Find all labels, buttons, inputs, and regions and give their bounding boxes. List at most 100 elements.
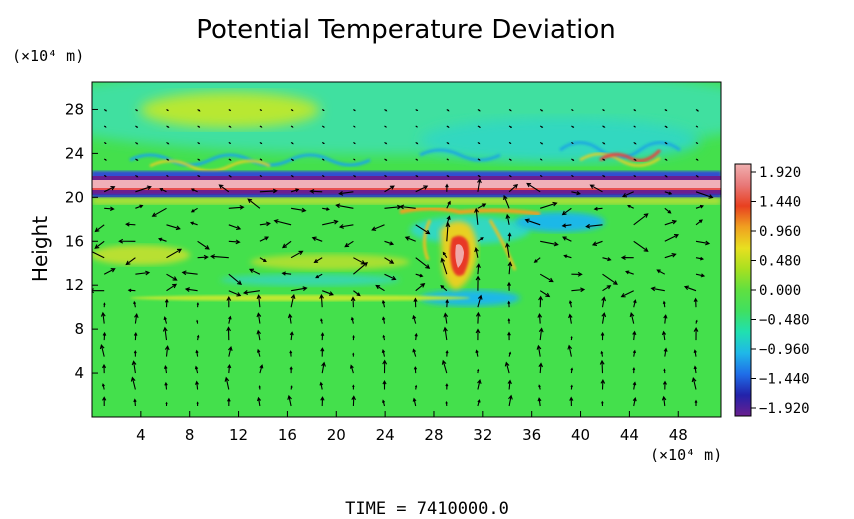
- wind-arrow: [633, 109, 637, 112]
- wind-arrow: [571, 287, 586, 293]
- wind-arrow: [104, 206, 115, 212]
- wind-arrow: [151, 207, 167, 217]
- wind-arrow: [570, 367, 574, 374]
- wind-arrow: [538, 384, 541, 390]
- wind-arrow: [477, 158, 481, 161]
- wind-arrow: [371, 224, 385, 231]
- wind-arrow: [259, 236, 270, 242]
- wind-arrow: [135, 125, 139, 128]
- wind-arrow: [415, 109, 419, 112]
- x-axis: 4 8 12 16 20 24 28 32 36 40 44 48: [136, 411, 688, 444]
- wind-arrow: [375, 284, 385, 292]
- wind-arrow: [663, 368, 666, 374]
- wind-arrow: [99, 343, 105, 357]
- wind-arrow: [135, 109, 139, 112]
- wind-arrow: [103, 125, 107, 128]
- wind-arrow: [351, 395, 356, 407]
- wind-arrow: [589, 184, 603, 193]
- wind-vectors: [92, 109, 714, 407]
- wind-arrow: [350, 316, 355, 324]
- wind-arrow: [661, 330, 667, 341]
- wind-arrow: [103, 268, 116, 275]
- wind-arrow: [290, 385, 293, 390]
- wind-arrow: [197, 141, 201, 145]
- wind-arrow: [536, 344, 542, 357]
- wind-arrow: [321, 361, 326, 374]
- wind-arrow: [508, 351, 512, 357]
- yellow-line-low: [130, 295, 470, 301]
- wind-arrow: [166, 224, 181, 231]
- wind-arrow: [571, 158, 575, 161]
- wind-arrow: [196, 319, 199, 324]
- wind-arrow: [384, 109, 388, 112]
- wind-arrow: [538, 327, 544, 341]
- wind-arrow: [593, 206, 603, 211]
- colorbar-label: 1.920: [759, 165, 801, 181]
- wind-arrow: [196, 401, 199, 406]
- wind-arrow: [474, 207, 479, 225]
- wind-arrow: [381, 299, 386, 308]
- x-tick-label: 40: [571, 426, 590, 444]
- band-pink-core: [92, 180, 721, 189]
- wind-arrow: [353, 109, 356, 112]
- wind-arrow: [539, 174, 543, 177]
- wind-arrow: [133, 398, 137, 407]
- wind-arrow: [567, 344, 573, 357]
- wind-arrow: [92, 288, 105, 294]
- x-tick-label: 44: [620, 426, 639, 444]
- wind-arrow: [414, 332, 418, 341]
- yellow-patch-left: [92, 245, 190, 265]
- y-tick-label: 12: [65, 276, 84, 294]
- wind-arrow: [620, 255, 634, 260]
- colorbar-label: −1.440: [759, 372, 810, 388]
- wind-arrow: [412, 314, 417, 324]
- x-tick-label: 4: [136, 426, 146, 444]
- wind-arrow: [384, 174, 388, 177]
- wind-arrow: [695, 125, 699, 128]
- wind-arrow: [441, 359, 448, 374]
- wind-arrow: [210, 254, 229, 259]
- wind-arrow: [415, 224, 431, 235]
- wind-arrow: [197, 240, 210, 250]
- wind-arrow: [290, 250, 304, 259]
- y-tick-label: 8: [74, 320, 84, 338]
- wind-arrow: [477, 378, 482, 390]
- wind-arrow: [508, 183, 519, 193]
- wind-arrow: [537, 312, 543, 324]
- wind-arrow: [290, 174, 294, 178]
- wind-arrow: [163, 365, 168, 374]
- wind-arrow: [344, 240, 354, 248]
- wind-arrow: [539, 273, 554, 283]
- wind-arrow: [477, 109, 481, 112]
- wind-arrow: [507, 281, 511, 291]
- wind-arrow: [197, 158, 201, 161]
- wind-arrow: [695, 219, 703, 226]
- wind-arrow: [227, 397, 231, 407]
- wind-arrow: [633, 213, 649, 226]
- wind-arrow: [664, 219, 678, 226]
- wind-arrow: [166, 109, 169, 112]
- wind-arrow: [256, 396, 262, 407]
- wind-arrow: [131, 360, 137, 374]
- wind-arrow: [694, 399, 698, 406]
- y-tick-label: 28: [65, 100, 84, 118]
- wind-arrow: [92, 249, 105, 259]
- wind-arrow: [508, 125, 512, 128]
- wind-arrow: [695, 158, 699, 161]
- wind-arrow: [415, 125, 418, 128]
- wind-arrow: [664, 252, 677, 259]
- wind-arrow: [526, 182, 541, 193]
- wind-arrow: [664, 125, 668, 128]
- wind-arrow: [571, 174, 574, 178]
- wind-arrow: [218, 184, 230, 193]
- wind-arrow: [602, 141, 606, 145]
- band-blue-bottom: [92, 194, 721, 198]
- wind-arrow: [125, 222, 136, 227]
- wind-arrow: [508, 394, 513, 407]
- wind-arrow: [539, 141, 544, 145]
- wind-arrow: [568, 300, 573, 308]
- wind-arrow: [135, 158, 139, 161]
- wind-arrow: [693, 365, 697, 374]
- wind-arrow: [443, 312, 449, 324]
- wind-arrow: [319, 293, 324, 308]
